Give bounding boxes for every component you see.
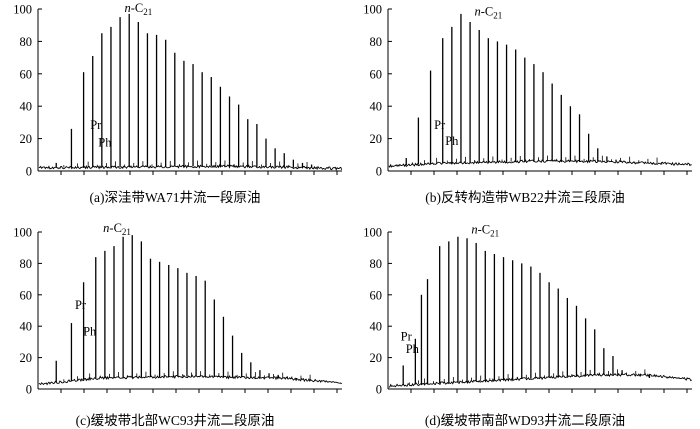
y-tick-label-a: 20 [20,132,33,146]
chart-caption-c: (c)缓坡带北部WC93井流二段原油 [75,413,275,428]
peak-annotation-d: n-C21 [471,223,499,239]
y-tick-label-c: 40 [20,320,33,334]
peak-annotation-c: Pr [75,298,87,312]
peak-annotation-b: Pr [434,118,446,132]
peak-annotation-a: Pr [90,118,102,132]
baseline-trace-b [388,159,692,169]
chart-caption-b: (b)反转构造带WB22井流三段原油 [425,190,625,205]
y-tick-label-a: 0 [26,165,32,179]
baseline-trace-c [38,374,343,386]
y-tick-label-b: 40 [370,100,383,114]
y-tick-label-a: 60 [20,67,33,81]
y-tick-label-c: 100 [13,226,32,240]
chart-panel-b: 0 20 40 60 80 100 n-C21 Pr Ph (b)反转构造带WB22井流三段原油 [350,0,700,214]
peak-annotation-c: Ph [83,325,97,339]
y-tick-label-d: 40 [370,320,383,334]
chromatogram-c: 0 20 40 60 80 100 n-C21 Pr Ph [13,221,343,397]
peak-annotation-d: Pr [401,329,413,343]
y-tick-label-d: 80 [370,257,383,271]
peak-annotation-b: Ph [445,134,459,148]
peak-annotation-b: n-C21 [474,4,502,20]
peak-annotation-a: Ph [98,136,112,150]
y-tick-label-c: 60 [20,288,33,302]
y-tick-label-d: 20 [370,351,383,365]
y-tick-label-d: 60 [370,288,383,302]
peak-annotation-c: n-C21 [103,221,131,237]
y-tick-label-b: 20 [370,132,383,146]
y-tick-label-b: 80 [370,35,383,49]
peak-annotation-a: n-C21 [124,1,152,17]
chart-panel-a: 0 20 40 60 80 100 n-C21 Pr Ph (a)深洼带WA71井流一段原油 [0,0,350,214]
baseline-trace-a [38,163,343,171]
chromatogram-b: 0 20 40 60 80 100 n-C21 Pr Ph [363,3,692,179]
y-tick-label-c: 80 [20,257,33,271]
chromatogram-a: 0 20 40 60 80 100 n-C21 Pr Ph [13,1,343,179]
y-tick-label-c: 0 [26,383,32,397]
y-tick-label-c: 20 [20,351,33,365]
y-tick-label-a: 80 [20,35,33,49]
chart-caption-a: (a)深洼带WA71井流一段原油 [89,190,261,205]
y-tick-label-b: 0 [376,165,382,179]
chart-panel-c: 0 20 40 60 80 100 n-C21 Pr Ph (c)缓坡带北部WC93井流二段原油 [0,214,350,428]
y-tick-label-a: 100 [13,3,32,17]
y-tick-label-d: 0 [376,383,382,397]
chart-caption-d: (d)缓坡带南部WD93井流二段原油 [424,413,626,428]
y-tick-label-a: 40 [20,100,33,114]
chart-panel-d: 0 20 40 60 80 100 n-C21 Pr Ph (d)缓坡带南部WD93井流二段原油 [350,214,700,428]
peak-annotation-d: Ph [406,342,420,356]
y-tick-label-b: 100 [363,3,382,17]
y-tick-label-d: 100 [363,226,382,240]
y-tick-label-b: 60 [370,67,383,81]
